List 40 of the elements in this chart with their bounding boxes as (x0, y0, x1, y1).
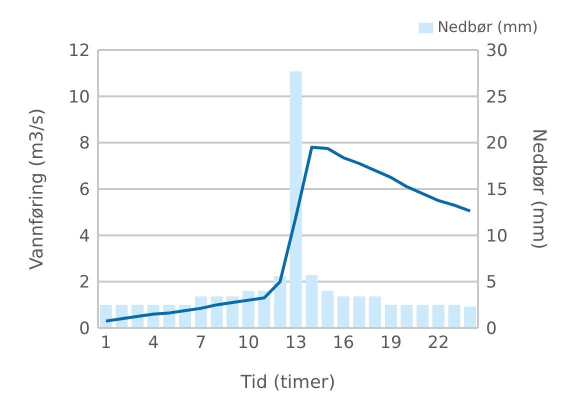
legend-label: Nedbør (mm) (437, 18, 538, 36)
x-tick-label: 13 (285, 333, 307, 354)
y2-tick-label: 10 (486, 226, 508, 246)
x-axis-title: Tid (timer) (240, 372, 336, 393)
y-tick-label: 12 (68, 41, 90, 62)
y2-tick-label: 20 (486, 134, 508, 154)
x-tick-label: 22 (428, 333, 450, 354)
x-tick-label: 1 (100, 333, 112, 354)
bar (337, 296, 350, 328)
bar (448, 304, 460, 328)
bar (416, 304, 429, 328)
bar (369, 296, 382, 328)
line-series (104, 146, 472, 323)
y2-axis-title: Nedbør (mm) (528, 128, 550, 250)
y2-tick-label: 30 (486, 41, 508, 62)
x-tick-label: 7 (196, 333, 206, 354)
bar (322, 290, 334, 328)
bar (290, 71, 302, 328)
y-axis-title: Vannføring (m3/s) (26, 108, 48, 270)
y2-tick-label: 15 (486, 180, 508, 200)
x-tick-label: 16 (332, 333, 354, 354)
x-tick-label: 10 (238, 333, 260, 354)
y-tick-label: 8 (79, 134, 90, 154)
bar (400, 304, 413, 328)
bar (384, 304, 397, 328)
x-tick-label: 4 (148, 333, 159, 354)
bar (274, 276, 286, 328)
bar (432, 304, 444, 328)
y-tick-label: 2 (79, 272, 90, 293)
y2-tick-label: 25 (486, 87, 508, 108)
y2-tick-label: 0 (486, 319, 497, 340)
y-tick-label: 10 (68, 87, 90, 108)
bar (464, 306, 476, 328)
bar (306, 275, 318, 328)
y-tick-label: 6 (79, 180, 90, 200)
x-tick-label: 19 (380, 333, 402, 354)
y-tick-label: 4 (79, 226, 90, 246)
bar (353, 296, 366, 328)
y2-tick-label: 5 (486, 272, 497, 293)
y-tick-label: 0 (79, 319, 90, 340)
